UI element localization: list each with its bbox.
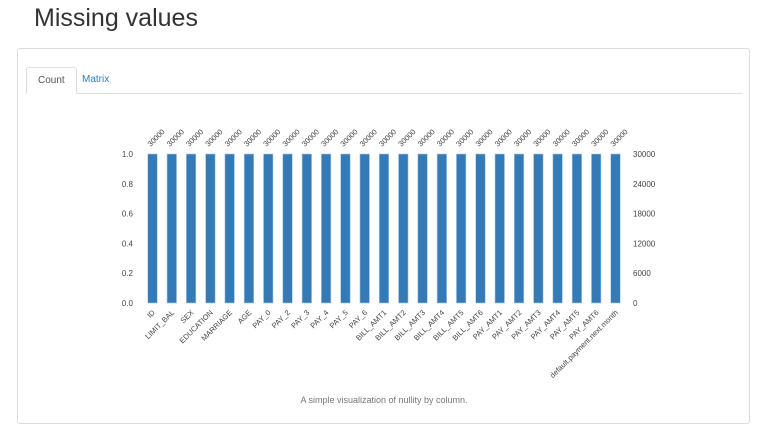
bar <box>494 153 505 304</box>
bar-count-label: 30000 <box>146 127 167 148</box>
bar <box>378 153 390 304</box>
left-axis-tick-label: 1.0 <box>122 150 134 159</box>
bar-count-label: 30000 <box>609 127 630 148</box>
category-label: PAY_4 <box>308 308 330 330</box>
bar <box>166 153 177 304</box>
bar <box>224 153 235 304</box>
tab-count[interactable]: Count <box>26 67 77 94</box>
bar <box>571 153 582 304</box>
bar-count-label: 30000 <box>435 127 456 148</box>
tab-bar: Count Matrix <box>26 67 742 94</box>
category-label: ID <box>145 308 157 320</box>
bar-count-label: 30000 <box>454 127 475 148</box>
bar-count-label: 30000 <box>551 127 572 148</box>
bar <box>321 153 332 304</box>
bar-count-label: 30000 <box>203 127 224 148</box>
page-title: Missing values <box>34 4 198 32</box>
left-axis-tick-label: 0.6 <box>122 210 134 219</box>
bar <box>456 153 467 304</box>
left-axis-tick-label: 0.4 <box>122 239 134 248</box>
bar-count-label: 30000 <box>416 127 437 148</box>
category-label: PAY_3 <box>289 308 311 330</box>
missing-values-panel: Count Matrix <box>17 48 750 424</box>
right-axis-tick-label: 30000 <box>633 150 656 159</box>
bar-count-label: 30000 <box>570 127 591 148</box>
right-axis-tick-label: 12000 <box>633 239 656 248</box>
bar-count-label: 30000 <box>377 127 398 148</box>
bar <box>340 153 351 304</box>
bar <box>436 153 447 304</box>
bar-count-label: 30000 <box>261 127 282 148</box>
bar-count-label: 30000 <box>300 127 321 148</box>
bar <box>263 153 274 304</box>
bar-count-label: 30000 <box>493 127 514 148</box>
category-label: PAY_0 <box>251 308 273 330</box>
bar-count-label: 30000 <box>165 127 186 148</box>
bar-count-label: 30000 <box>223 127 244 148</box>
bar <box>398 153 409 304</box>
bar <box>186 153 197 304</box>
bar-count-label: 30000 <box>319 127 340 148</box>
right-axis-tick-label: 24000 <box>633 180 656 189</box>
bar <box>513 153 525 304</box>
bar <box>610 153 621 304</box>
tab-matrix[interactable]: Matrix <box>82 74 110 85</box>
left-axis-tick-label: 0.2 <box>122 269 134 278</box>
bar <box>475 153 486 304</box>
bar-count-label: 30000 <box>512 127 533 148</box>
bar <box>282 153 293 304</box>
bar <box>552 153 563 304</box>
category-label: PAY_5 <box>328 308 350 330</box>
bar <box>417 153 428 304</box>
bar <box>533 153 544 304</box>
bar <box>359 153 370 304</box>
bar-count-label: 30000 <box>531 127 552 148</box>
bar-count-label: 30000 <box>184 127 205 148</box>
left-axis-tick-label: 0.0 <box>122 299 134 308</box>
right-axis-tick-label: 6000 <box>633 269 651 278</box>
bar <box>243 153 255 304</box>
bar-count-label: 30000 <box>474 127 495 148</box>
bar <box>591 153 602 304</box>
left-axis-tick-label: 0.8 <box>122 180 134 189</box>
right-axis-tick-label: 0 <box>633 299 638 308</box>
bar <box>301 153 312 304</box>
bar-count-label: 30000 <box>589 127 610 148</box>
bar-count-label: 30000 <box>396 127 417 148</box>
bar-count-label: 30000 <box>358 127 379 148</box>
chart-caption: A simple visualization of nullity by col… <box>300 395 468 405</box>
bar-count-label: 30000 <box>338 127 359 148</box>
bar <box>205 153 216 304</box>
bar-count-label: 30000 <box>281 127 302 148</box>
bar-count-label: 30000 <box>242 127 263 148</box>
right-axis-tick-label: 18000 <box>633 210 656 219</box>
category-label: PAY_2 <box>270 308 292 330</box>
bar <box>147 153 158 304</box>
